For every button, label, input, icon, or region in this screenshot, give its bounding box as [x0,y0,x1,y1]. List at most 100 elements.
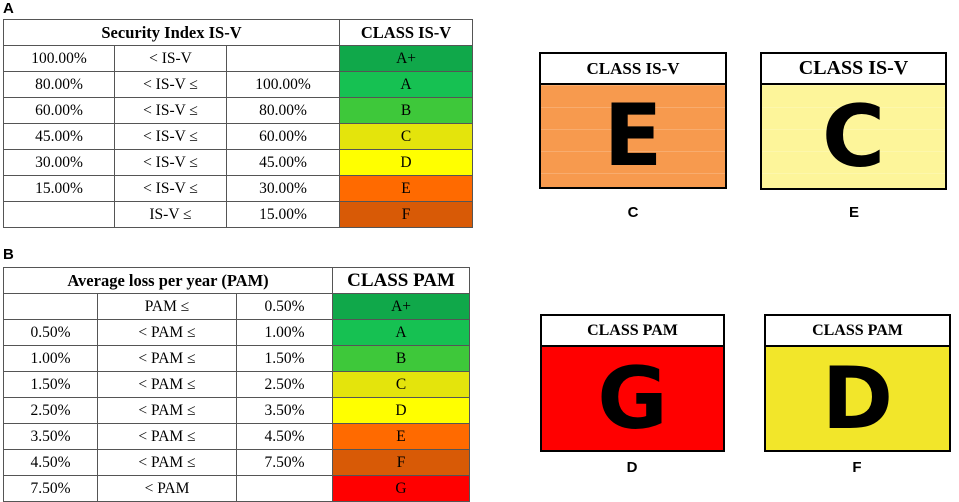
lower-bound-cell: 2.50% [3,397,98,424]
table-row: 1.00% < PAM ≤1.50% B [3,345,471,372]
condition-cell: < IS-V ≤ [114,149,227,176]
upper-bound-cell: 60.00% [225,123,341,150]
upper-bound-cell: 1.00% [235,319,334,346]
lower-bound-cell: 60.00% [3,97,115,124]
condition-cell: < IS-V [114,45,227,72]
badge-letter: C [821,86,886,187]
table-row: 3.50% < PAM ≤4.50% E [3,423,471,450]
badge-title: CLASS IS-V [541,54,725,85]
class-cell: E [339,175,474,202]
upper-bound-cell: 3.50% [235,397,334,424]
class-cell: C [332,371,471,398]
lower-bound-cell [3,293,98,320]
upper-bound-cell: 30.00% [225,175,341,202]
table-row: 15.00% < IS-V ≤30.00% E [3,175,474,202]
table-row: 100.00% < IS-V A+ [3,45,474,72]
upper-bound-cell: 45.00% [225,149,341,176]
lower-bound-cell: 4.50% [3,449,98,476]
upper-bound-cell: 80.00% [225,97,341,124]
condition-cell: < IS-V ≤ [114,175,227,202]
condition-cell: < PAM ≤ [97,371,237,398]
upper-bound-cell: 100.00% [225,71,341,98]
upper-bound-cell: 2.50% [235,371,334,398]
lower-bound-cell: 0.50% [3,319,98,346]
table-row: 80.00% < IS-V ≤100.00% A [3,71,474,98]
average-loss-header: Average loss per year (PAM) [2,267,334,294]
lower-bound-cell: 1.00% [3,345,98,372]
lower-bound-cell: 3.50% [3,423,98,450]
condition-cell: < PAM [97,475,237,502]
panel-label-b: B [3,246,14,263]
panel-label-f: F [852,459,862,476]
lower-bound-cell: 45.00% [3,123,115,150]
upper-bound-cell: 4.50% [235,423,334,450]
security-index-header: Security Index IS-V [2,19,341,46]
badge-pam-g: CLASS PAM G [540,314,725,452]
table-row: IS-V ≤15.00% F [3,201,474,228]
panel-label-a: A [3,0,14,17]
badge-body: G [542,347,723,450]
condition-cell: < PAM ≤ [97,423,237,450]
badge-letter: E [603,86,663,186]
badge-title: CLASS IS-V [762,54,945,85]
table-row: 0.50% < PAM ≤1.00% A [3,319,471,346]
table-header-row: Security Index IS-V CLASS IS-V [2,19,474,46]
badge-letter: D [821,348,894,449]
condition-cell: PAM ≤ [97,293,237,320]
panel-label-e: E [848,204,859,221]
condition-cell: < PAM ≤ [97,397,237,424]
lower-bound-cell: 7.50% [3,475,98,502]
class-cell: B [339,97,474,124]
lower-bound-cell: 1.50% [3,371,98,398]
badge-pam-d: CLASS PAM D [764,314,951,452]
table-row: 30.00% < IS-V ≤45.00% D [3,149,474,176]
condition-cell: < IS-V ≤ [114,123,227,150]
class-cell: A+ [332,293,471,320]
badge-body: C [762,85,945,188]
class-cell: F [332,449,471,476]
upper-bound-cell [235,475,334,502]
class-cell: G [332,475,471,502]
class-cell: A+ [339,45,474,72]
upper-bound-cell: 1.50% [235,345,334,372]
condition-cell: < PAM ≤ [97,449,237,476]
panel-label-d: D [626,459,638,476]
table-header-row: Average loss per year (PAM) CLASS PAM [2,267,471,294]
lower-bound-cell: 80.00% [3,71,115,98]
badge-isv-e: CLASS IS-V E [539,52,727,189]
class-pam-header: CLASS PAM [332,267,471,294]
class-cell: F [339,201,474,228]
table-row: 45.00% < IS-V ≤60.00% C [3,123,474,150]
badge-body: D [766,347,949,450]
table-row: 7.50% < PAM G [3,475,471,502]
security-index-table: Security Index IS-V CLASS IS-V 100.00% < … [2,19,474,228]
average-loss-table: Average loss per year (PAM) CLASS PAM PA… [2,267,471,502]
badge-body: E [541,85,725,187]
condition-cell: < PAM ≤ [97,319,237,346]
class-isv-header: CLASS IS-V [339,19,474,46]
upper-bound-cell [225,45,341,72]
class-cell: A [339,71,474,98]
condition-cell: IS-V ≤ [114,201,227,228]
badge-letter: G [597,348,668,449]
class-cell: D [332,397,471,424]
lower-bound-cell: 30.00% [3,149,115,176]
panel-label-c: C [627,204,639,221]
table-row: PAM ≤0.50% A+ [3,293,471,320]
table-row: 4.50% < PAM ≤7.50% F [3,449,471,476]
class-cell: D [339,149,474,176]
condition-cell: < PAM ≤ [97,345,237,372]
lower-bound-cell [3,201,115,228]
class-cell: C [339,123,474,150]
table-row: 2.50% < PAM ≤3.50% D [3,397,471,424]
table-row: 1.50% < PAM ≤2.50% C [3,371,471,398]
class-cell: B [332,345,471,372]
lower-bound-cell: 100.00% [3,45,115,72]
upper-bound-cell: 7.50% [235,449,334,476]
condition-cell: < IS-V ≤ [114,71,227,98]
upper-bound-cell: 15.00% [225,201,341,228]
class-cell: E [332,423,471,450]
upper-bound-cell: 0.50% [235,293,334,320]
lower-bound-cell: 15.00% [3,175,115,202]
condition-cell: < IS-V ≤ [114,97,227,124]
